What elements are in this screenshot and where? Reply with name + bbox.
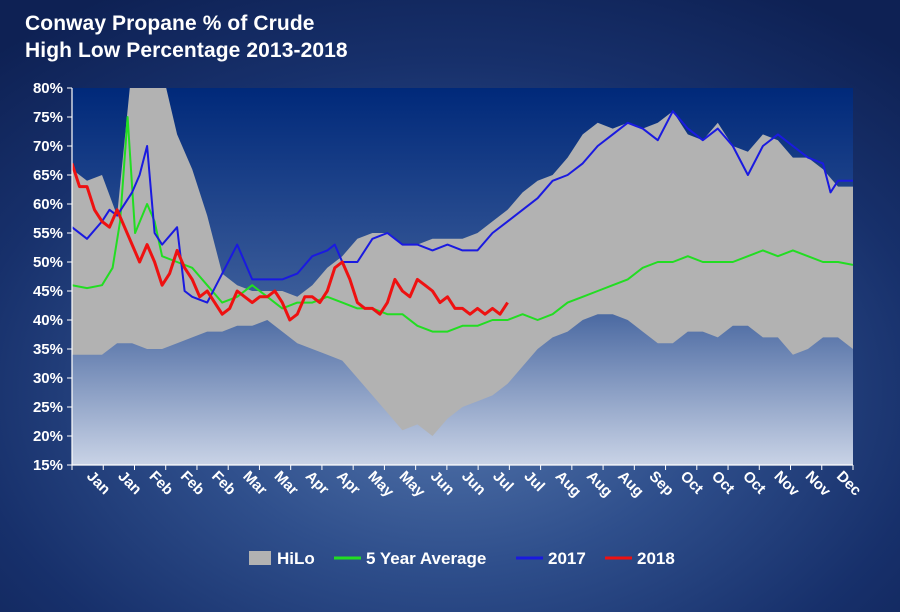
series-2017-line (72, 110, 853, 304)
plot-series (72, 88, 853, 436)
legend-hilo-label: HiLo (277, 549, 315, 568)
x-tick-label: Jun (458, 468, 489, 499)
y-tick-label: 30% (33, 370, 63, 387)
x-tick-label: Oct (739, 468, 769, 498)
y-tick-label: 50% (33, 254, 63, 271)
y-tick-label: 25% (33, 399, 63, 416)
chart-subtitle: High Low Percentage 2013-2018 (25, 39, 348, 62)
y-tick-label: 80% (33, 80, 63, 97)
hilo-band (72, 88, 853, 436)
x-tick-label: Oct (708, 468, 738, 498)
chart-title: Conway Propane % of Crude (25, 12, 315, 35)
x-tick-label: Oct (677, 468, 707, 498)
y-tick-label: 60% (33, 196, 63, 213)
legend-hilo-swatch (249, 551, 271, 565)
x-tick-label: Feb (146, 468, 177, 499)
x-tick-label: Jan (83, 468, 113, 498)
y-tick-label: 20% (33, 428, 63, 445)
x-tick-label: Sep (646, 468, 677, 499)
y-tick-label: 15% (33, 457, 63, 474)
legend: HiLo 5 Year Average 2017 2018 (249, 549, 675, 568)
x-tick-label: Mar (239, 468, 270, 499)
x-tick-label: Dec (833, 468, 864, 499)
legend-five-year-average-label: 5 Year Average (366, 549, 486, 568)
y-tick-label: 35% (33, 341, 63, 358)
x-tick-label: Aug (614, 468, 647, 501)
five-year-average-line (72, 116, 853, 333)
x-tick-label: May (396, 468, 429, 501)
x-tick-label: Aug (552, 468, 585, 501)
x-tick-label: Aug (583, 468, 616, 501)
x-tick-label: Apr (302, 468, 332, 498)
x-tick-label: Mar (271, 468, 302, 499)
x-tick-label: Jan (114, 468, 144, 498)
y-tick-label: 65% (33, 167, 63, 184)
x-tick-label: Jul (521, 468, 548, 495)
legend-2017-label: 2017 (548, 549, 586, 568)
x-tick-label: Jun (427, 468, 458, 499)
series-2018-line (72, 162, 509, 322)
x-tick-label: Nov (771, 468, 804, 501)
y-tick-label: 70% (33, 138, 63, 155)
x-tick-label: May (364, 468, 397, 501)
y-tick-label: 40% (33, 312, 63, 329)
x-tick-label: Nov (802, 468, 835, 501)
x-tick-label: Jul (489, 468, 516, 495)
y-tick-label: 75% (33, 109, 63, 126)
x-tick-label: Feb (177, 468, 208, 499)
y-tick-label: 55% (33, 225, 63, 242)
legend-2018-label: 2018 (637, 549, 675, 568)
x-tick-label: Feb (208, 468, 239, 499)
x-tick-label: Apr (333, 468, 363, 498)
y-tick-label: 45% (33, 283, 63, 300)
